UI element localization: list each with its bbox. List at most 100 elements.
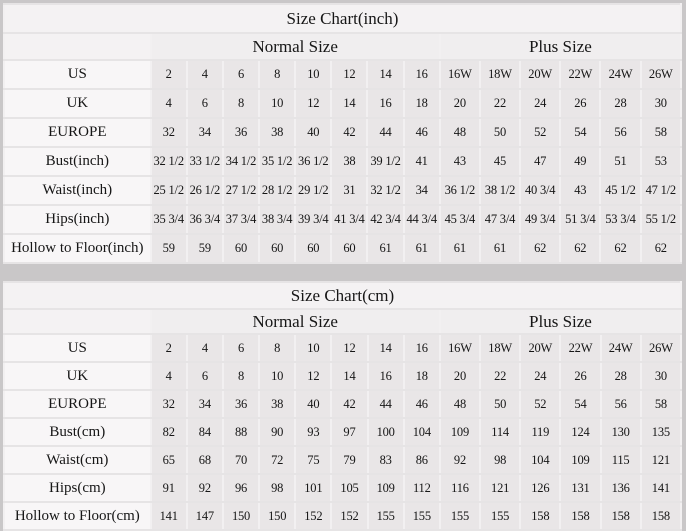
size-value-cell: 50 — [479, 389, 522, 419]
size-value-cell: 60 — [330, 233, 369, 264]
size-value-cell: 29 1/2 — [294, 175, 333, 206]
table-row: Waist(cm) 65 68 70 72 75 79 83 86 92 98 104 109 115 12… — [3, 445, 683, 475]
size-value-cell: 42 3/4 — [366, 204, 405, 235]
size-value-cell: 28 — [599, 88, 642, 119]
size-value-cell: 104 — [402, 417, 441, 447]
chart-title-row: Size Chart(inch) — [3, 3, 682, 34]
size-value-cell: 38 — [258, 389, 297, 419]
size-value-cell: 79 — [330, 445, 369, 475]
size-value-cell: 36 3/4 — [185, 204, 224, 235]
table-row: EUROPE 32 34 36 38 40 42 44 46 48 50 52 54 56 58 — [3, 117, 683, 148]
size-value-cell: 98 — [258, 473, 297, 503]
size-value-cell: 12 — [294, 361, 333, 391]
table-row: US 2 4 6 8 10 12 14 16 16W 18W 20W 22W 24W 26W — [3, 333, 683, 363]
size-value-cell: 150 — [258, 501, 297, 531]
size-value-cell: 10 — [258, 361, 297, 391]
row-label: Waist(inch) — [3, 175, 152, 206]
size-value-cell: 32 — [149, 117, 188, 148]
size-value-cell: 37 3/4 — [221, 204, 261, 235]
size-value-cell: 109 — [559, 445, 602, 475]
size-value-cell: 28 1/2 — [258, 175, 297, 206]
size-value-cell: 36 — [221, 117, 261, 148]
size-value-cell: 16 — [366, 361, 405, 391]
size-value-cell: 32 1/2 — [149, 146, 188, 177]
size-value-cell: 155 — [366, 501, 405, 531]
table-row: Hollow to Floor(cm) 141 147 150 150 152 152 155… — [3, 501, 683, 531]
size-value-cell: 18 — [402, 88, 441, 119]
size-value-cell: 10 — [294, 333, 333, 363]
size-value-cell: 101 — [294, 473, 333, 503]
size-value-cell: 14 — [330, 361, 369, 391]
size-value-cell: 49 — [559, 146, 602, 177]
size-value-cell: 72 — [258, 445, 297, 475]
size-value-cell: 20W — [519, 59, 562, 90]
size-value-cell: 84 — [185, 417, 224, 447]
size-value-cell: 46 — [402, 117, 441, 148]
size-value-cell: 141 — [639, 473, 683, 503]
size-value-cell: 6 — [185, 88, 224, 119]
size-value-cell: 150 — [221, 501, 261, 531]
size-value-cell: 42 — [330, 117, 369, 148]
size-value-cell: 119 — [519, 417, 562, 447]
size-value-cell: 38 — [330, 146, 369, 177]
size-value-cell: 41 — [402, 146, 441, 177]
chart-title: Size Chart(inch) — [3, 3, 682, 34]
size-value-cell: 45 3/4 — [438, 204, 481, 235]
size-value-cell: 68 — [185, 445, 224, 475]
size-value-cell: 8 — [258, 333, 297, 363]
size-value-cell: 130 — [599, 417, 642, 447]
size-value-cell: 2 — [149, 333, 188, 363]
size-value-cell: 32 — [149, 389, 188, 419]
size-value-cell: 12 — [294, 88, 333, 119]
size-value-cell: 28 — [599, 361, 642, 391]
size-value-cell: 114 — [479, 417, 522, 447]
table-row: Waist(inch) 25 1/2 26 1/2 27 1/2 28 1/2 29 1/… — [3, 175, 683, 206]
size-value-cell: 22W — [559, 333, 602, 363]
size-value-cell: 16 — [402, 59, 441, 90]
size-value-cell: 51 3/4 — [559, 204, 602, 235]
size-value-cell: 33 1/2 — [185, 146, 224, 177]
size-value-cell: 131 — [559, 473, 602, 503]
size-value-cell: 36 — [221, 389, 261, 419]
size-value-cell: 40 3/4 — [519, 175, 562, 206]
size-value-cell: 42 — [330, 389, 369, 419]
size-value-cell: 39 3/4 — [294, 204, 333, 235]
size-value-cell: 59 — [149, 233, 188, 264]
size-value-cell: 91 — [149, 473, 188, 503]
size-value-cell: 124 — [559, 417, 602, 447]
size-value-cell: 24 — [519, 361, 562, 391]
size-value-cell: 60 — [258, 233, 297, 264]
size-value-cell: 58 — [639, 117, 683, 148]
size-value-cell: 8 — [221, 88, 261, 119]
row-label: US — [3, 59, 152, 90]
size-value-cell: 56 — [599, 117, 642, 148]
size-value-cell: 16 — [366, 88, 405, 119]
size-value-cell: 34 — [185, 117, 224, 148]
column-group-header-row: Normal Size Plus Size — [3, 308, 683, 335]
size-value-cell: 38 3/4 — [258, 204, 297, 235]
size-value-cell: 12 — [330, 59, 369, 90]
size-value-cell: 47 3/4 — [478, 204, 522, 235]
size-value-cell: 104 — [519, 445, 562, 475]
size-value-cell: 45 1/2 — [599, 175, 642, 206]
size-value-cell: 52 — [519, 117, 562, 148]
size-value-cell: 18W — [479, 333, 522, 363]
size-value-cell: 35 1/2 — [258, 146, 297, 177]
size-value-cell: 16 — [402, 333, 441, 363]
size-value-cell: 8 — [221, 361, 261, 391]
size-value-cell: 126 — [519, 473, 562, 503]
size-value-cell: 6 — [221, 333, 261, 363]
size-value-cell: 32 1/2 — [366, 175, 405, 206]
size-value-cell: 20W — [519, 333, 562, 363]
size-value-cell: 53 3/4 — [599, 204, 642, 235]
size-value-cell: 86 — [402, 445, 441, 475]
size-value-cell: 88 — [221, 417, 261, 447]
row-label: Bust(cm) — [3, 417, 152, 447]
size-value-cell: 24W — [599, 333, 642, 363]
size-value-cell: 4 — [149, 88, 188, 119]
size-value-cell: 141 — [149, 501, 188, 531]
chart-title-row: Size Chart(cm) — [3, 281, 682, 310]
size-value-cell: 61 — [366, 233, 405, 264]
size-value-cell: 6 — [221, 59, 261, 90]
size-value-cell: 158 — [599, 501, 642, 531]
